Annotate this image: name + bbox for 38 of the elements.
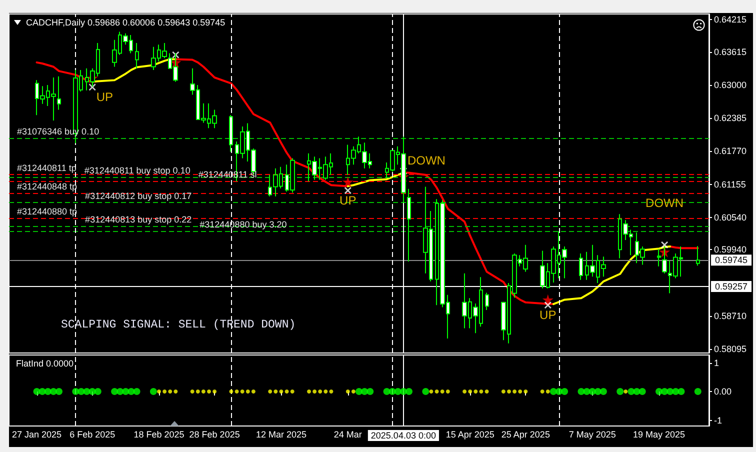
x-tick-label: 25 Apr 2025 <box>501 430 550 440</box>
x-tick-label: 6 Feb 2025 <box>70 430 116 440</box>
y-tick-label: 0.59940 <box>714 244 747 255</box>
y-tick-label: 1 <box>714 358 720 368</box>
ref-line-label: 0.59257 <box>715 281 748 292</box>
annotation: DOWN <box>646 196 684 210</box>
y-tick-label: 0.61155 <box>714 179 746 190</box>
x-tick-label: 18 Feb 2025 <box>134 430 184 440</box>
x-tick-label: 7 May 2025 <box>568 430 616 440</box>
y-tick-label: 0.58095 <box>714 344 747 354</box>
x-tick-label: 27 Jan 2025 <box>12 430 62 440</box>
ref-line-label: #312440811 buy stop 0.10 <box>84 166 190 176</box>
y-tick-label: 0.00 <box>714 386 732 397</box>
annotation: DOWN <box>407 154 446 168</box>
y-tick-label: 0.60540 <box>714 212 747 222</box>
y-tick-label: 0.61770 <box>714 146 747 156</box>
annotation: SCALPING SIGNAL: SELL (TREND DOWN) <box>61 318 296 332</box>
ref-line-label: #312440811 tp <box>17 162 76 173</box>
ref-line-label: #312440848 tp <box>17 182 78 192</box>
ref-line-label: #312440880 tp <box>17 206 78 216</box>
ref-line-label: #312440812 buy stop 0.17 <box>85 190 192 201</box>
ref-line-label: 0.59745 <box>715 255 748 266</box>
x-tick-label: 15 Apr 2025 <box>446 430 494 440</box>
annotation: UP <box>540 308 556 322</box>
y-tick-label: 0.63000 <box>714 80 747 90</box>
ref-line-label: 2025.04.03 0:00 <box>370 430 436 440</box>
chart-title: FlatInd 0.0000 <box>16 358 74 368</box>
y-tick-label: 0.63615 <box>714 46 747 57</box>
y-tick-label: 0.64215 <box>714 14 747 25</box>
x-tick-label: 12 Mar 2025 <box>256 430 306 440</box>
y-tick-label: 0.62385 <box>714 113 747 124</box>
chart-title: CADCHF,Daily 0.59686 0.60006 0.59643 0.59745 <box>26 18 226 28</box>
y-tick-label: 0.58710 <box>714 310 747 321</box>
x-tick-label: 19 May 2025 <box>632 430 686 440</box>
y-tick-label: -1 <box>714 415 722 426</box>
x-tick-label: 24 Mar <box>334 430 362 440</box>
annotation: UP <box>96 90 114 104</box>
x-tick-label: 28 Feb 2025 <box>189 430 240 440</box>
